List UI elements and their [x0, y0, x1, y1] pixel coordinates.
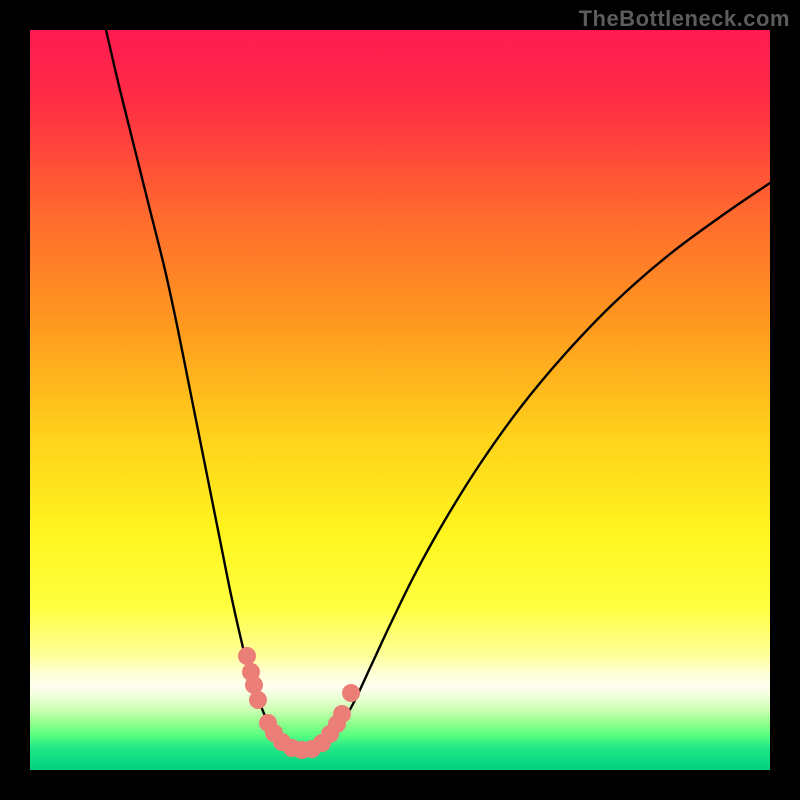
gradient-background: [30, 30, 770, 770]
bottleneck-chart: [30, 30, 770, 770]
chart-frame: [30, 30, 770, 770]
watermark-text: TheBottleneck.com: [579, 6, 790, 32]
marker-point: [342, 684, 360, 702]
marker-point: [249, 691, 267, 709]
marker-point: [238, 647, 256, 665]
marker-point: [333, 705, 351, 723]
